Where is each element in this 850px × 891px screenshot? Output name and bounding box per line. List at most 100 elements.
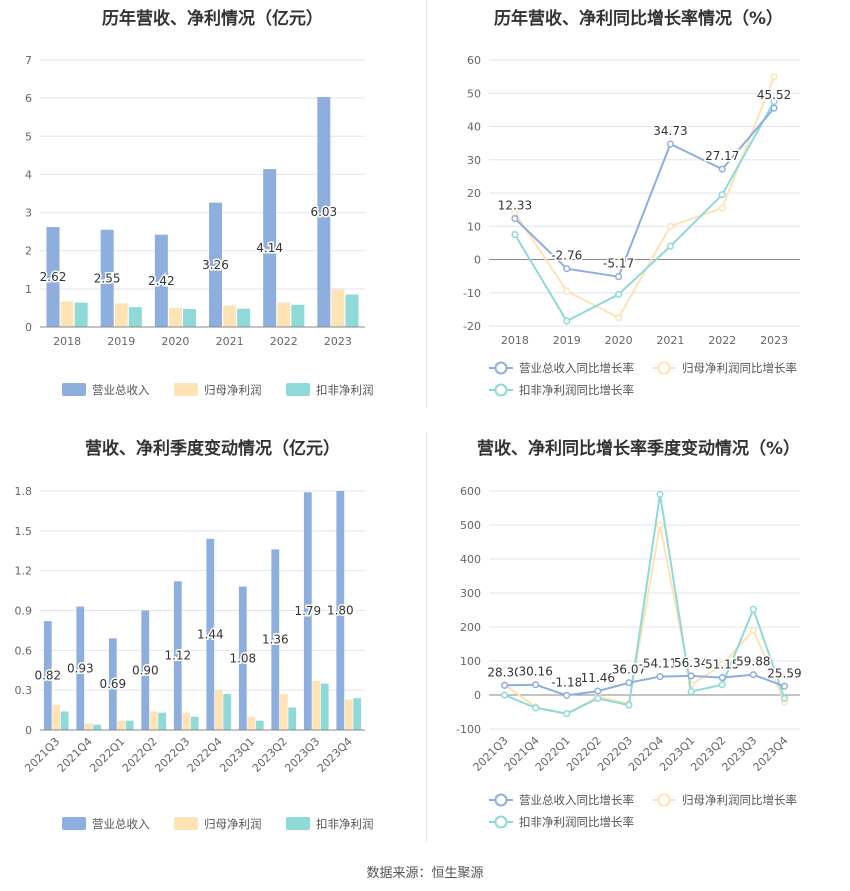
x-tick-label: 2023Q2 (250, 735, 290, 775)
x-tick-label: 2020 (161, 335, 189, 348)
bar (288, 707, 297, 730)
series-line (514, 107, 775, 278)
x-tick-label: 2023 (760, 334, 788, 347)
y-tick-label: 30 (467, 154, 481, 167)
bar (108, 638, 117, 730)
bar (158, 712, 167, 730)
bar (154, 234, 168, 327)
data-point (532, 681, 540, 689)
bar (277, 302, 291, 327)
x-tick-label: 2023 (324, 335, 352, 348)
bar (46, 227, 60, 327)
y-tick-label: 2 (25, 245, 32, 258)
data-label: 1.80 (327, 604, 354, 618)
data-point (687, 688, 695, 696)
bar (336, 491, 345, 730)
data-point (770, 104, 778, 112)
x-tick-label: 2022Q4 (185, 735, 225, 775)
bar (182, 712, 191, 730)
data-point (770, 73, 778, 81)
y-tick-label: 0 (474, 254, 481, 267)
legend-label: 归母净利润同比增长率 (682, 361, 797, 375)
y-tick-label: 0 (25, 724, 32, 737)
legend-swatch (286, 817, 310, 830)
legend-swatch (62, 383, 86, 396)
series-line (514, 76, 776, 320)
data-label: 45.52 (757, 88, 791, 102)
data-point (770, 98, 778, 106)
x-tick-label: 2018 (501, 334, 529, 347)
quarterly-growth-line-chart: -100 0 100 200 300 400 500 600 28.3030.16-1.1811… (456, 485, 803, 829)
data-label: 34.73 (653, 124, 687, 138)
data-label: 1.12 (164, 649, 191, 663)
data-point (666, 242, 674, 250)
bar (183, 309, 196, 327)
x-tick-label: 2021Q4 (55, 735, 95, 775)
legend-label: 扣非净利润 (316, 383, 374, 397)
x-tick-label: 2019 (553, 334, 581, 347)
bar (125, 720, 134, 730)
bar (60, 711, 69, 730)
data-label: 2.42 (148, 274, 175, 288)
y-tick-label: 40 (467, 121, 481, 134)
bar (344, 699, 353, 730)
bar (117, 720, 126, 730)
legend-marker (657, 361, 671, 375)
y-tick-label: -10 (463, 287, 481, 300)
legend-marker (494, 361, 508, 375)
bar (43, 621, 52, 730)
data-label: 2.62 (40, 270, 67, 284)
y-tick-label: 100 (460, 655, 481, 668)
legend-swatch (286, 383, 310, 396)
data-point (501, 691, 509, 699)
data-point (615, 314, 623, 322)
bar (214, 690, 223, 730)
data-point (563, 287, 571, 295)
bar (271, 549, 280, 730)
bar (320, 683, 329, 730)
panel-quarterly-revenue: 营收、净利季度变动情况（亿元） 0 0.3 0.6 0.9 1.2 1.5 1.8 0.82 0… (0, 430, 425, 850)
legend-label: 归母净利润同比增长率 (682, 793, 797, 807)
data-label: 4.14 (256, 241, 283, 255)
bar (303, 492, 312, 730)
x-tick-label: 2018 (53, 335, 81, 348)
data-point (718, 204, 726, 212)
data-point (563, 691, 571, 699)
data-point (563, 317, 571, 325)
y-tick-label: 5 (25, 130, 32, 143)
legend-marker (494, 383, 508, 397)
data-label: 3.26 (202, 258, 229, 272)
data-point (656, 521, 664, 529)
data-point (615, 273, 623, 281)
y-tick-label: -100 (456, 723, 481, 736)
bar (74, 302, 88, 327)
bar (100, 229, 114, 327)
chart-title: 历年营收、净利情况（亿元） (102, 9, 323, 29)
chart-title: 营收、净利同比增长率季度变动情况（%） (476, 439, 801, 459)
divider-bottom (426, 432, 427, 842)
y-tick-label: 1.2 (15, 565, 33, 578)
bar (263, 169, 277, 327)
y-tick-label: 0 (474, 689, 481, 702)
legend-label: 扣非净利润同比增长率 (519, 815, 634, 829)
data-label: 56.34 (674, 656, 708, 670)
bar (279, 694, 288, 730)
bar (331, 289, 345, 327)
y-tick-label: 500 (460, 519, 481, 532)
bar (223, 305, 237, 327)
bar (76, 606, 85, 730)
panel-annual-revenue: 历年营收、净利情况（亿元） 0 1 2 3 4 5 6 7 2.62 2.55 2.42 3.26 4.… (0, 0, 425, 420)
legend-label: 扣非净利润同比增长率 (519, 383, 634, 397)
y-tick-label: 20 (467, 187, 481, 200)
data-label: 59.88 (736, 655, 770, 669)
y-tick-label: 0 (25, 321, 32, 334)
y-tick-label: 1.5 (15, 525, 33, 538)
x-tick-label: 2022 (270, 335, 298, 348)
bar (353, 698, 362, 730)
data-label: 11.46 (581, 671, 615, 685)
series-line (503, 524, 786, 715)
y-tick-label: 7 (25, 54, 32, 67)
y-tick-label: 600 (460, 485, 481, 498)
legend-label: 营业总收入 (92, 383, 150, 397)
data-point (666, 140, 674, 148)
